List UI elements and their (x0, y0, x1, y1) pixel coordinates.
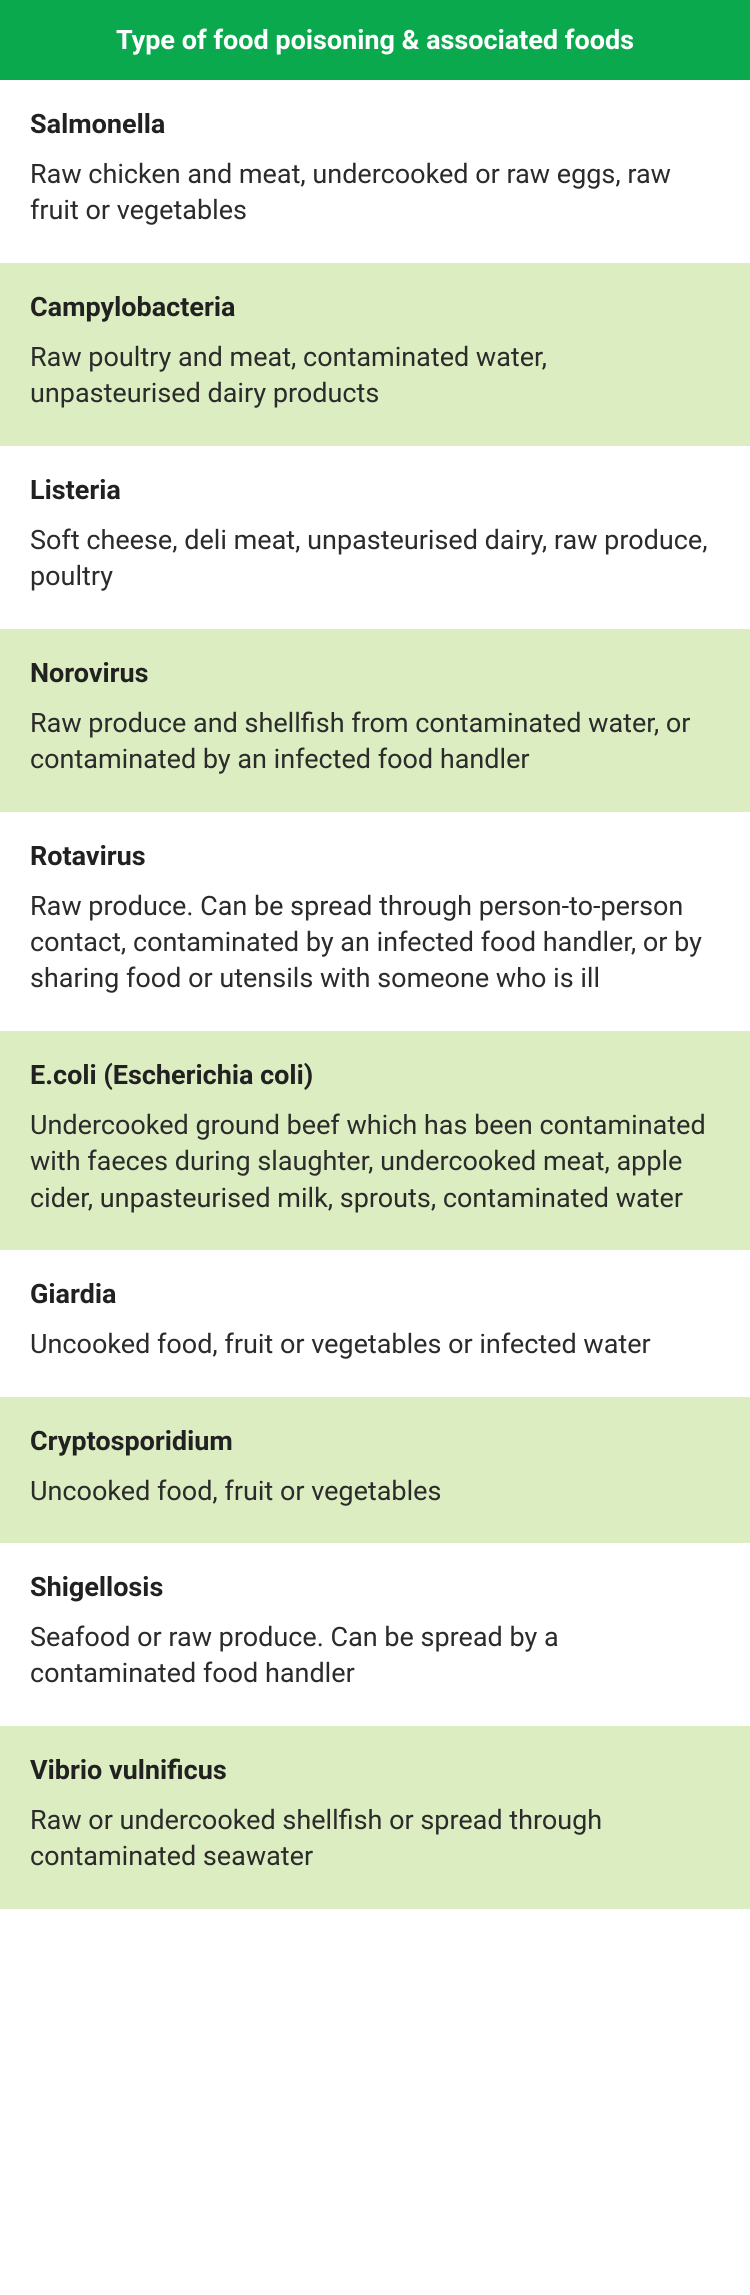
table-row: Listeria Soft cheese, deli meat, unpasteu… (0, 446, 750, 629)
row-description: Raw produce and shellfish from contamina… (30, 705, 720, 778)
header-title: Type of food poisoning & associated food… (30, 24, 720, 56)
table-body: Salmonella Raw chicken and meat, undercoo… (0, 80, 750, 1909)
row-title: Rotavirus (30, 840, 720, 872)
row-title: Norovirus (30, 657, 720, 689)
table-header: Type of food poisoning & associated food… (0, 0, 750, 80)
row-title: E.coli (Escherichia coli) (30, 1059, 720, 1091)
table-row: Vibrio vulnificus Raw or undercooked shel… (0, 1726, 750, 1909)
row-description: Raw or undercooked shellfish or spread t… (30, 1802, 720, 1875)
row-description: Raw chicken and meat, undercooked or raw… (30, 156, 720, 229)
table-row: Shigellosis Seafood or raw produce. Can b… (0, 1543, 750, 1726)
table-row: Rotavirus Raw produce. Can be spread thro… (0, 812, 750, 1031)
table-row: Giardia Uncooked food, fruit or vegetable… (0, 1250, 750, 1396)
table-row: E.coli (Escherichia coli) Undercooked gro… (0, 1031, 750, 1250)
row-title: Cryptosporidium (30, 1425, 720, 1457)
row-title: Salmonella (30, 108, 720, 140)
row-title: Shigellosis (30, 1571, 720, 1603)
row-title: Vibrio vulnificus (30, 1754, 720, 1786)
row-description: Seafood or raw produce. Can be spread by… (30, 1619, 720, 1692)
row-title: Listeria (30, 474, 720, 506)
row-description: Undercooked ground beef which has been c… (30, 1107, 720, 1216)
row-title: Giardia (30, 1278, 720, 1310)
row-description: Soft cheese, deli meat, unpasteurised da… (30, 522, 720, 595)
table-row: Norovirus Raw produce and shellfish from … (0, 629, 750, 812)
row-description: Uncooked food, fruit or vegetables (30, 1473, 720, 1509)
row-description: Raw poultry and meat, contaminated water… (30, 339, 720, 412)
table-row: Cryptosporidium Uncooked food, fruit or v… (0, 1397, 750, 1543)
food-poisoning-table: Type of food poisoning & associated food… (0, 0, 750, 1909)
table-row: Campylobacteria Raw poultry and meat, con… (0, 263, 750, 446)
table-row: Salmonella Raw chicken and meat, undercoo… (0, 80, 750, 263)
row-description: Uncooked food, fruit or vegetables or in… (30, 1326, 720, 1362)
row-description: Raw produce. Can be spread through perso… (30, 888, 720, 997)
row-title: Campylobacteria (30, 291, 720, 323)
